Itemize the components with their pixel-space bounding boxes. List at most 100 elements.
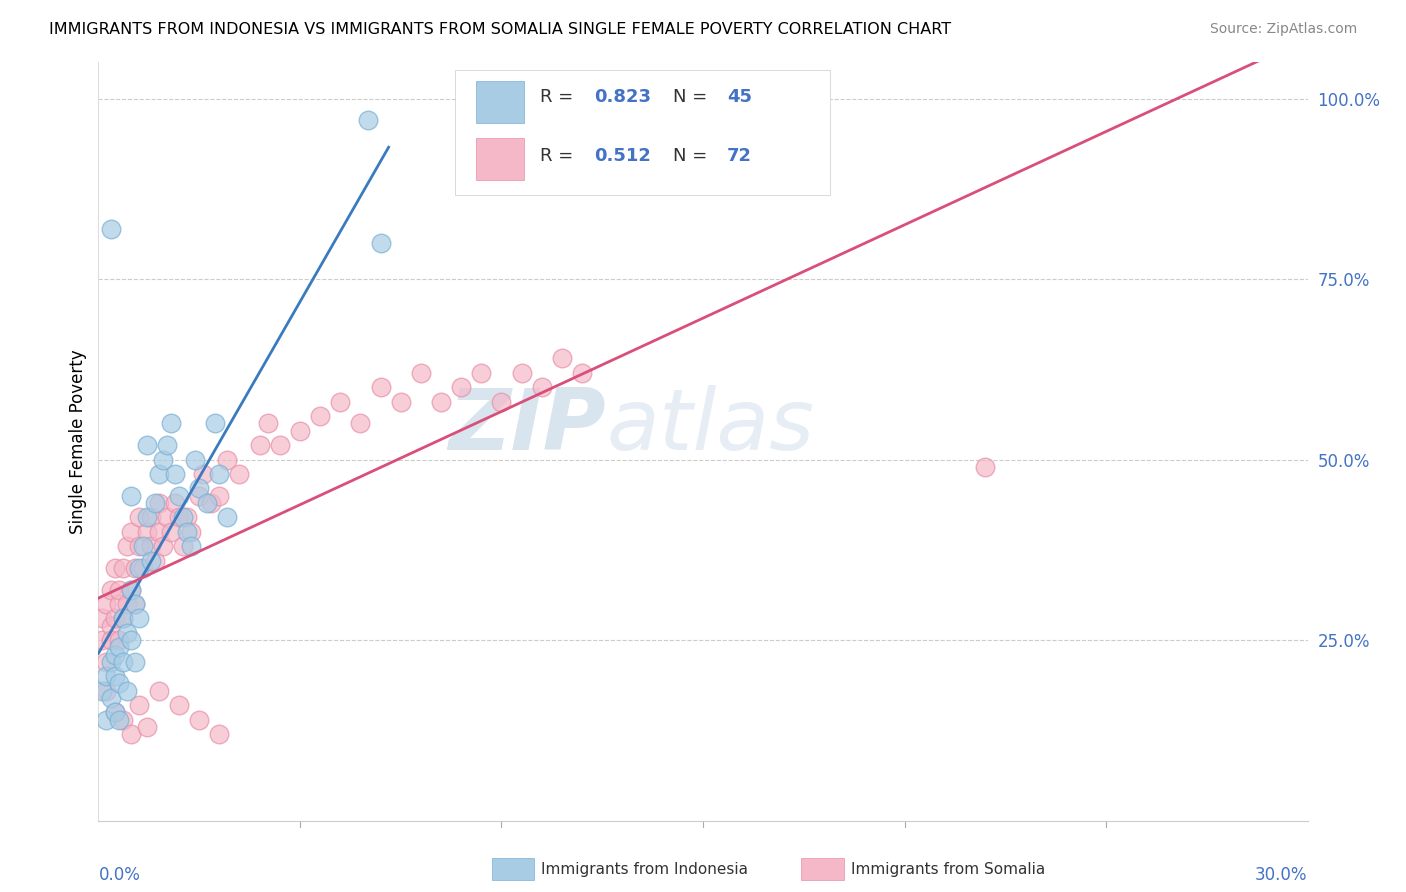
Y-axis label: Single Female Poverty: Single Female Poverty [69, 350, 87, 533]
Text: 0.0%: 0.0% [98, 866, 141, 884]
Point [120, 582, 142, 597]
Point [180, 524, 202, 539]
Point [111, 561, 134, 575]
Point [148, 496, 170, 510]
Point [180, 539, 202, 553]
Point [193, 467, 215, 481]
Point [96, 597, 118, 611]
Point [470, 366, 492, 380]
Point [103, 706, 125, 720]
Point [120, 727, 142, 741]
Point [135, 720, 157, 734]
Point [107, 597, 129, 611]
Point [128, 698, 150, 712]
Point [430, 394, 453, 409]
Point [163, 496, 186, 510]
Point [115, 683, 138, 698]
Point [309, 409, 332, 424]
Point [167, 510, 190, 524]
Point [188, 713, 211, 727]
Point [172, 539, 194, 553]
Point [160, 524, 183, 539]
Point [491, 394, 513, 409]
Point [974, 459, 997, 474]
Point [132, 539, 155, 553]
Point [120, 524, 142, 539]
Point [107, 582, 129, 597]
Point [107, 676, 129, 690]
Point [120, 489, 142, 503]
Point [167, 698, 190, 712]
Point [120, 582, 142, 597]
Point [152, 539, 174, 553]
Point [148, 683, 170, 698]
Point [120, 633, 142, 648]
Point [91, 633, 114, 648]
Point [103, 611, 125, 625]
Point [160, 417, 183, 431]
Point [115, 597, 138, 611]
Point [96, 683, 118, 698]
Point [100, 221, 122, 235]
Text: R =: R = [540, 87, 579, 105]
Point [228, 467, 250, 481]
Text: 0.512: 0.512 [595, 146, 651, 165]
Point [217, 510, 239, 524]
FancyBboxPatch shape [475, 138, 524, 180]
Point [128, 539, 150, 553]
Point [143, 496, 166, 510]
Point [208, 467, 231, 481]
Point [132, 561, 155, 575]
Point [329, 394, 352, 409]
Point [167, 489, 190, 503]
Point [135, 510, 157, 524]
Point [111, 713, 134, 727]
Point [530, 380, 553, 394]
Point [195, 496, 218, 510]
Point [409, 366, 432, 380]
Point [100, 655, 122, 669]
Text: ZIP: ZIP [449, 384, 606, 468]
Point [571, 366, 593, 380]
Point [148, 467, 170, 481]
Point [208, 489, 231, 503]
Point [188, 489, 211, 503]
Point [128, 611, 150, 625]
Point [143, 554, 166, 568]
Point [107, 633, 129, 648]
Point [103, 648, 125, 662]
Point [256, 417, 278, 431]
Text: Immigrants from Indonesia: Immigrants from Indonesia [541, 863, 748, 877]
Point [163, 467, 186, 481]
Point [96, 669, 118, 683]
Point [111, 611, 134, 625]
Point [100, 582, 122, 597]
Point [176, 510, 198, 524]
Point [510, 366, 533, 380]
Point [135, 438, 157, 452]
Point [139, 554, 162, 568]
Point [139, 510, 162, 524]
Point [139, 539, 162, 553]
Point [100, 618, 122, 632]
Point [91, 611, 114, 625]
FancyBboxPatch shape [475, 81, 524, 123]
Point [96, 655, 118, 669]
Point [148, 524, 170, 539]
Point [128, 561, 150, 575]
Point [200, 496, 222, 510]
Point [184, 452, 207, 467]
Point [204, 417, 226, 431]
Point [349, 417, 371, 431]
Point [249, 438, 271, 452]
Point [111, 611, 134, 625]
Point [103, 706, 125, 720]
Point [107, 640, 129, 655]
Point [389, 394, 412, 409]
Text: 30.0%: 30.0% [1256, 866, 1308, 884]
Point [370, 380, 392, 394]
Point [357, 113, 380, 128]
Point [176, 524, 198, 539]
Point [370, 235, 392, 250]
Point [288, 424, 311, 438]
